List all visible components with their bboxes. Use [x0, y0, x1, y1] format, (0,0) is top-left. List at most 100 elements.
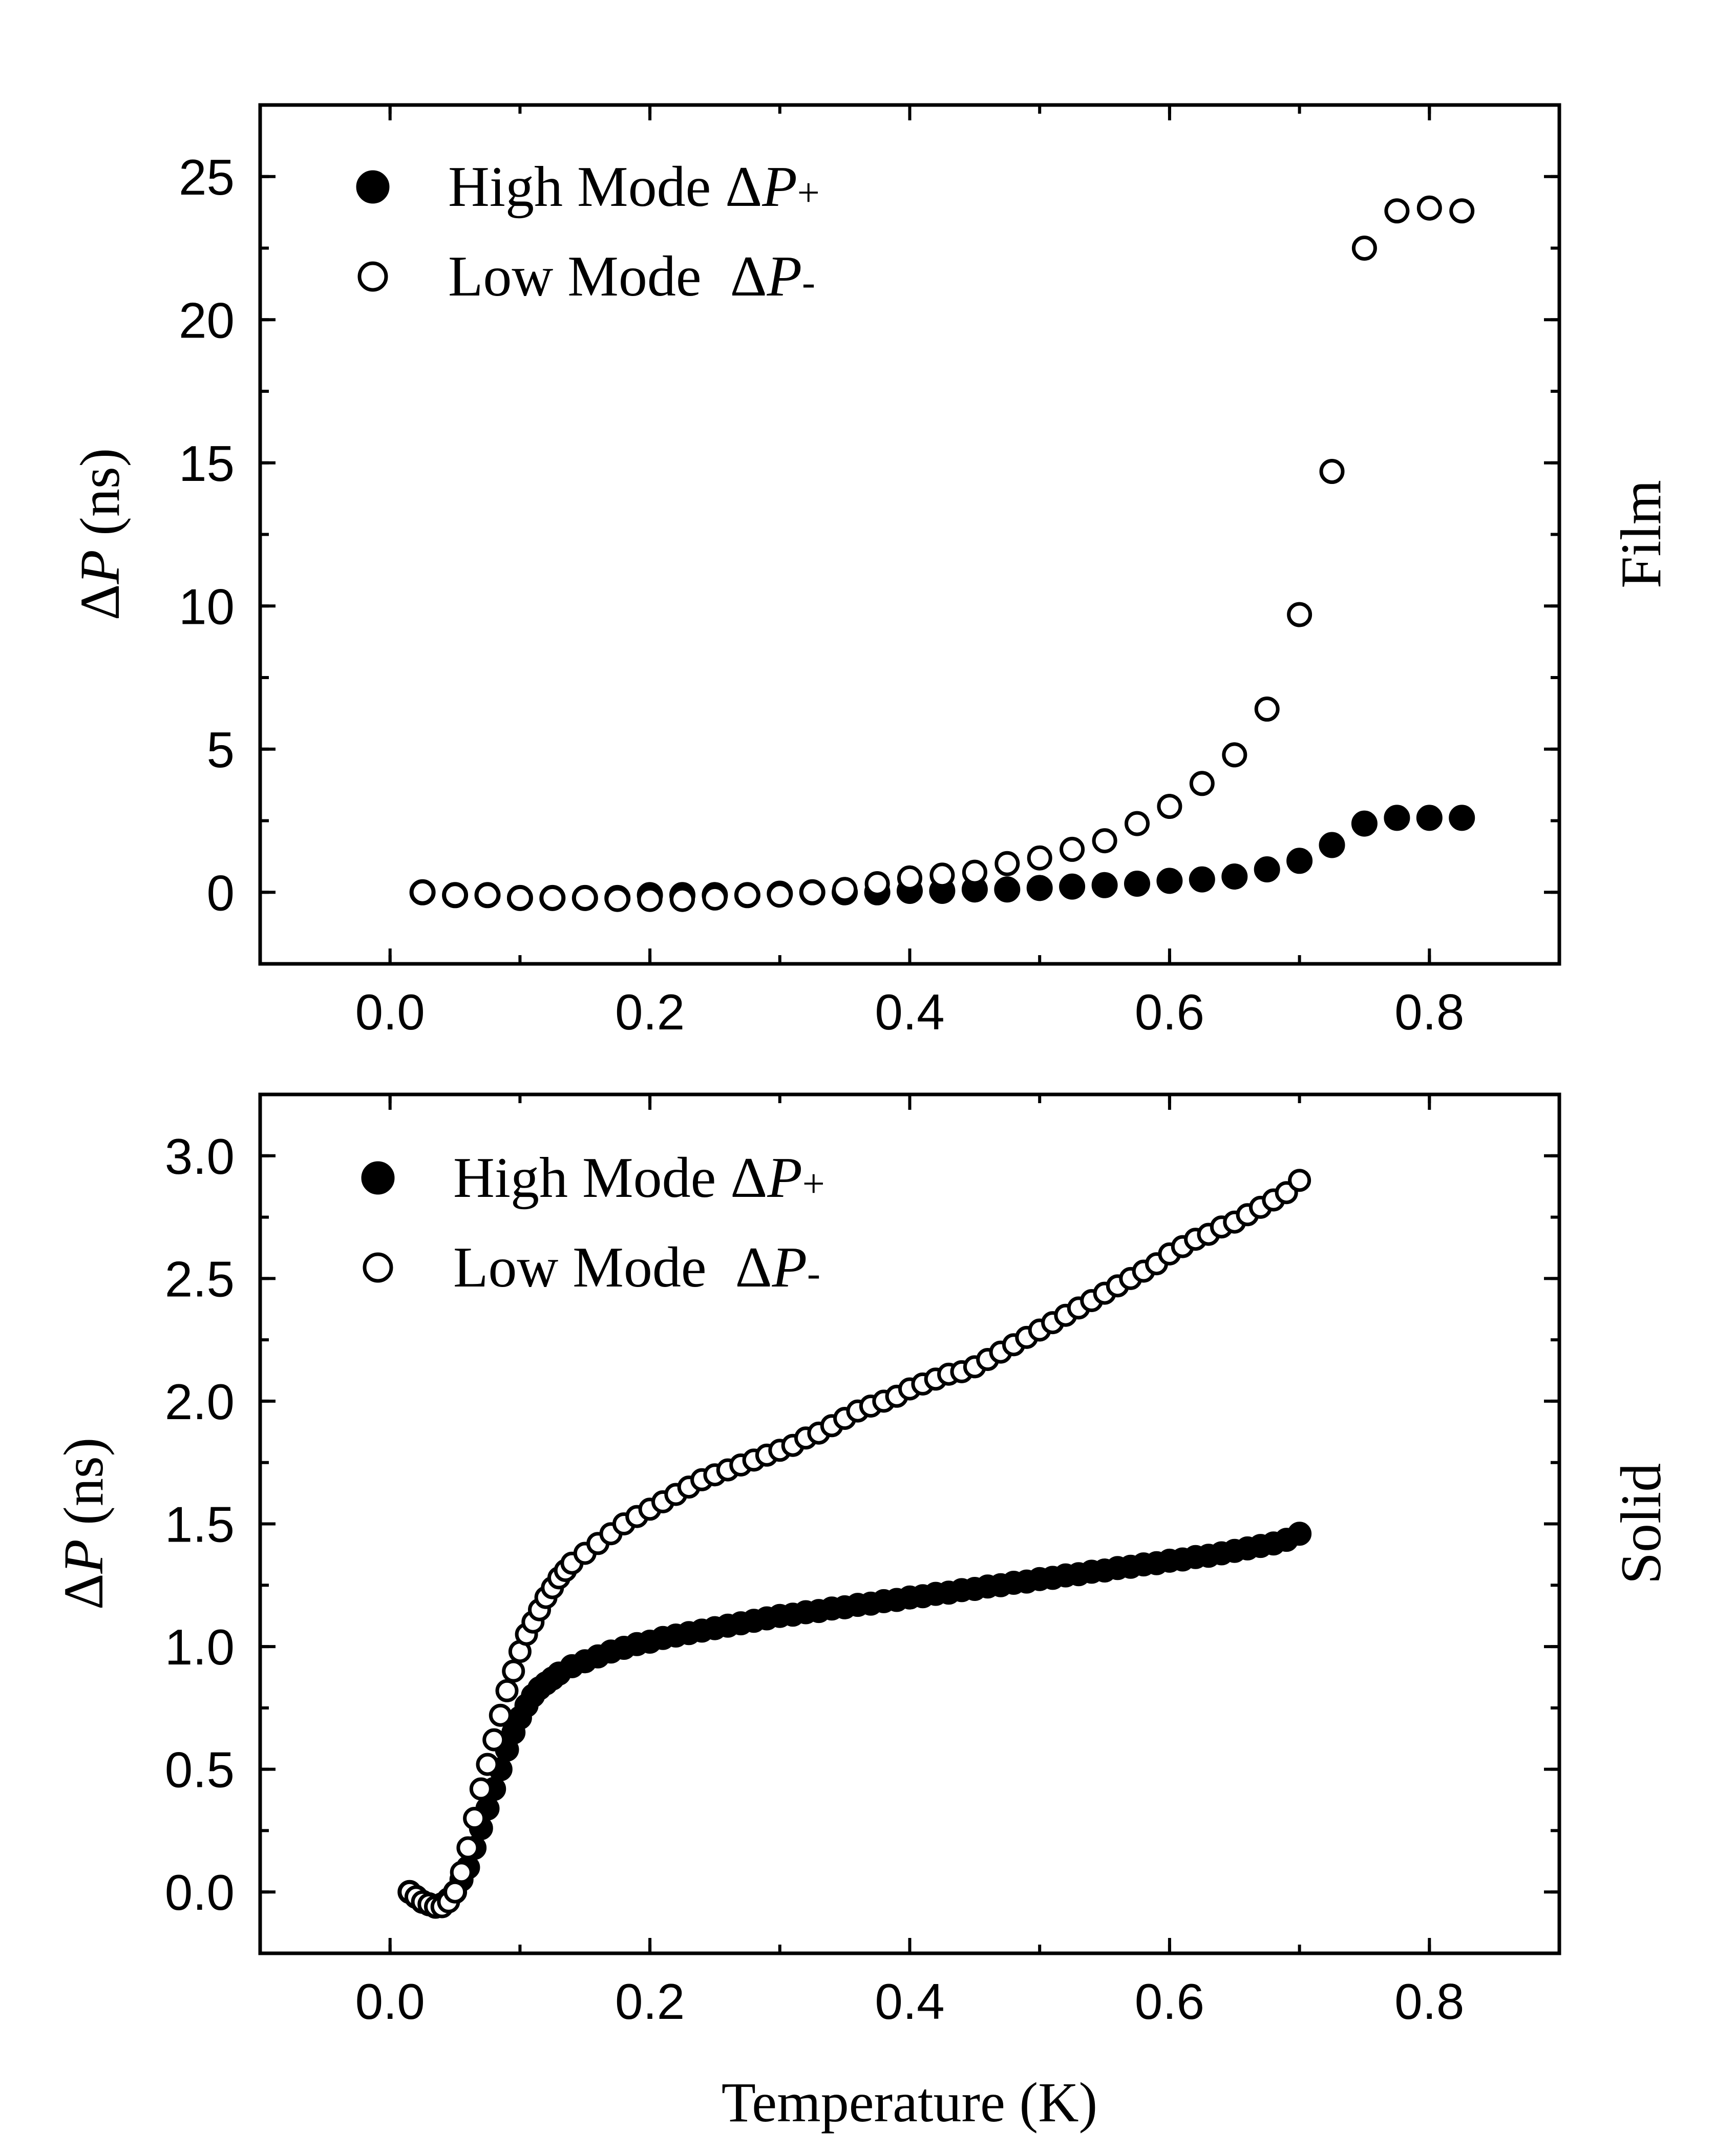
- low-mode-point-film: [605, 887, 630, 912]
- low-mode-point-solid: [502, 1659, 525, 1683]
- y-axis-title-solid: ΔP (ns): [52, 1438, 115, 1610]
- low-mode-point-film: [1449, 198, 1475, 224]
- side-label-solid: Solid: [1610, 1463, 1673, 1585]
- legend-film: High Mode ΔP+ Low Mode ΔP-: [356, 155, 820, 308]
- low-mode-point-solid: [450, 1861, 473, 1884]
- axis-ticks-film: 0.0 0.2 0.4 0.6 0.8 0 5 10 15 20 25: [179, 105, 1559, 1040]
- y-tick-label-solid: 2.5: [165, 1251, 235, 1307]
- y-tick-label-solid: 2.0: [165, 1374, 235, 1430]
- low-mode-point-solid: [495, 1679, 519, 1702]
- low-mode-point-film: [442, 882, 468, 908]
- y-tick-label-solid: 3.0: [165, 1128, 235, 1185]
- y-tick-label-film: 20: [179, 292, 235, 348]
- side-label-film: Film: [1610, 480, 1673, 588]
- high-mode-point-film: [1254, 856, 1280, 882]
- high-mode-point-film: [994, 876, 1021, 903]
- low-mode-point-film: [1416, 195, 1442, 221]
- y-tick-label-film: 0: [206, 864, 235, 921]
- low-mode-point-film: [572, 885, 598, 911]
- low-mode-point-film: [1157, 794, 1182, 819]
- y-tick-label-film: 5: [206, 722, 235, 778]
- low-mode-point-film: [1027, 845, 1052, 871]
- low-mode-point-film: [1092, 828, 1117, 854]
- legend-marker-high-mode: [356, 170, 390, 204]
- high-mode-point-film: [1189, 866, 1215, 893]
- y-tick-label-film: 25: [179, 149, 235, 205]
- high-mode-point-film: [1449, 805, 1475, 831]
- y-tick-label-solid: 1.5: [165, 1496, 235, 1553]
- low-mode-point-film: [1189, 771, 1215, 796]
- low-mode-point-film: [1254, 697, 1280, 722]
- low-mode-point-film: [994, 851, 1020, 876]
- low-mode-point-film: [1384, 198, 1410, 224]
- low-mode-point-film: [897, 865, 922, 891]
- legend-marker-high-mode: [361, 1161, 395, 1195]
- y-tick-label-film: 10: [179, 578, 235, 635]
- high-mode-point-film: [1059, 873, 1086, 900]
- data-points-film: [409, 195, 1475, 912]
- low-mode-point-film: [670, 887, 695, 912]
- x-tick-label-solid: 0.6: [1135, 1973, 1204, 2030]
- panel-film: 0.0 0.2 0.4 0.6 0.8 0 5 10 15 20 25 High Mode ΔP+ …: [69, 103, 1673, 1040]
- legend-label-low-mode: Low Mode ΔP-: [448, 245, 815, 308]
- low-mode-point-film: [475, 882, 500, 908]
- plot-frame-solid: [258, 1092, 1561, 1955]
- high-mode-point-solid: [1287, 1522, 1312, 1546]
- y-tick-label-solid: 1.0: [165, 1619, 235, 1675]
- high-mode-point-film: [1416, 805, 1443, 831]
- high-mode-point-film: [1156, 868, 1183, 894]
- y-tick-label-solid: 0.5: [165, 1742, 235, 1798]
- x-tick-label-film: 0.4: [875, 984, 944, 1040]
- x-tick-label-solid: 0.4: [875, 1973, 944, 2030]
- x-tick-label-film: 0.8: [1394, 984, 1464, 1040]
- low-mode-point-solid: [443, 1880, 467, 1904]
- low-mode-point-film: [540, 885, 565, 911]
- low-mode-point-film: [637, 887, 663, 912]
- x-tick-label-film: 0.6: [1135, 984, 1204, 1040]
- low-mode-point-film: [507, 885, 533, 911]
- x-tick-label-solid: 0.0: [355, 1973, 425, 2030]
- low-mode-point-solid: [469, 1777, 493, 1801]
- low-mode-point-film: [929, 862, 955, 888]
- low-mode-point-film: [962, 859, 987, 885]
- legend-solid: High Mode ΔP+ Low Mode ΔP-: [361, 1146, 825, 1299]
- low-mode-point-film: [1287, 602, 1312, 627]
- panel-solid: 0.0 0.2 0.4 0.6 0.8 0.0 0.5 1.0 1.5 2.0 2.5 3.0 Hig…: [52, 1092, 1673, 2134]
- legend-label-high-mode: High Mode ΔP+: [453, 1146, 825, 1210]
- y-axis-title-film: ΔP (ns): [69, 448, 131, 621]
- legend-label-low-mode: Low Mode ΔP-: [453, 1236, 820, 1299]
- low-mode-point-solid: [456, 1836, 480, 1860]
- high-mode-point-film: [1091, 872, 1118, 898]
- low-mode-point-solid: [1288, 1169, 1311, 1192]
- low-mode-point-film: [1351, 236, 1377, 261]
- y-tick-label-film: 15: [179, 435, 235, 492]
- legend-marker-low-mode: [357, 261, 388, 292]
- high-mode-point-film: [1384, 805, 1410, 831]
- low-mode-point-solid: [476, 1753, 499, 1776]
- x-tick-label-solid: 0.8: [1394, 1973, 1464, 2030]
- low-mode-point-film: [1125, 811, 1150, 836]
- y-tick-label-solid: 0.0: [165, 1864, 235, 1921]
- legend-marker-low-mode: [363, 1252, 393, 1283]
- high-mode-point-film: [1319, 832, 1345, 858]
- low-mode-point-film: [1222, 742, 1247, 768]
- x-tick-label-film: 0.2: [615, 984, 685, 1040]
- low-mode-point-film: [799, 879, 825, 905]
- high-mode-point-film: [1351, 810, 1378, 837]
- low-mode-point-film: [1319, 459, 1345, 484]
- low-mode-point-solid: [463, 1807, 486, 1830]
- axis-ticks-solid: 0.0 0.2 0.4 0.6 0.8 0.0 0.5 1.0 1.5 2.0 2.5 3.0: [165, 1094, 1559, 2030]
- high-mode-point-film: [1286, 848, 1313, 874]
- low-mode-point-solid: [489, 1703, 512, 1727]
- low-mode-point-film: [734, 882, 760, 908]
- x-tick-label-film: 0.0: [355, 984, 425, 1040]
- low-mode-point-film: [832, 877, 858, 902]
- legend-label-high-mode: High Mode ΔP+: [448, 155, 820, 219]
- x-tick-label-solid: 0.2: [615, 1973, 685, 2030]
- low-mode-point-film: [702, 885, 728, 911]
- low-mode-point-film: [410, 879, 435, 905]
- high-mode-point-film: [1221, 863, 1248, 890]
- low-mode-point-film: [1060, 836, 1085, 862]
- data-points-solid: [397, 1169, 1312, 1919]
- low-mode-point-film: [864, 871, 890, 896]
